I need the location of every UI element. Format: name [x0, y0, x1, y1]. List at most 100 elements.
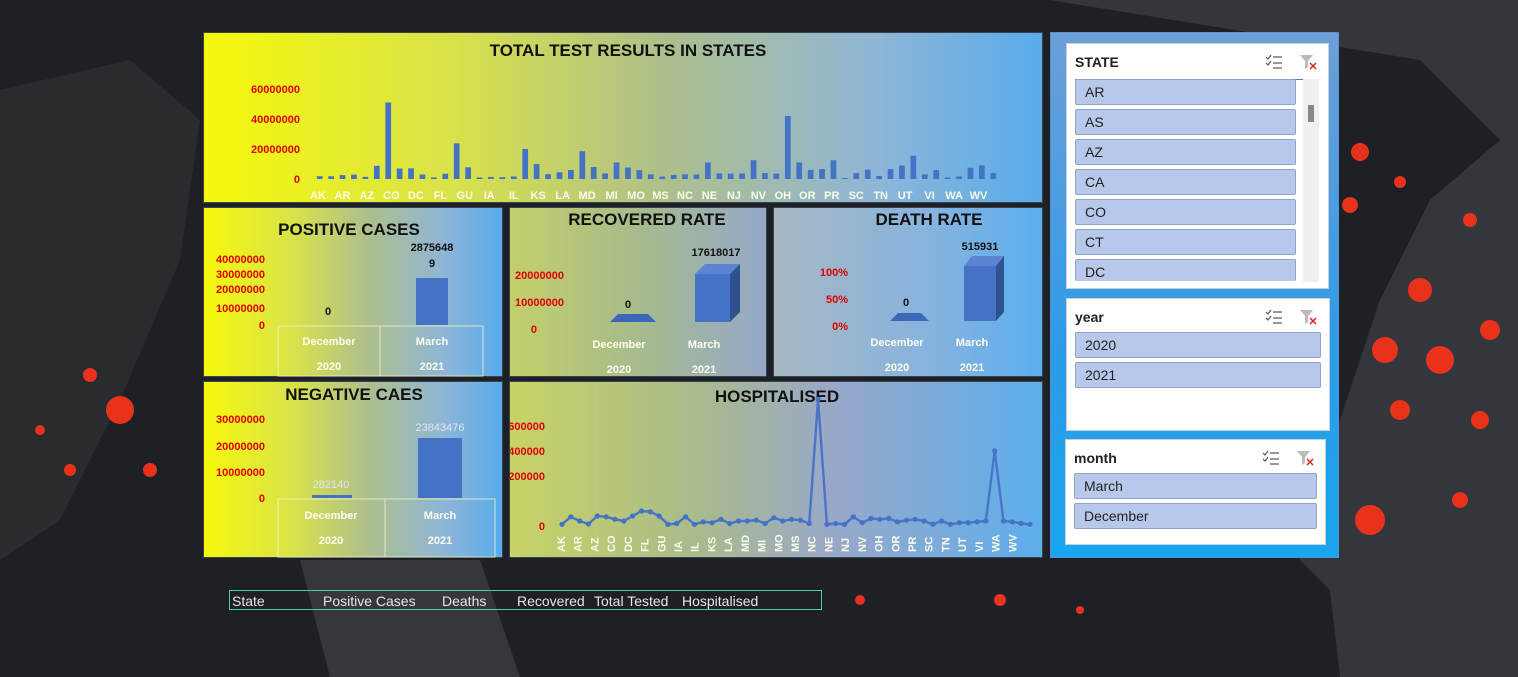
bar	[944, 177, 951, 179]
x-tick: DC	[408, 190, 424, 202]
table-header-row[interactable]: State Positive Cases Deaths Recovered To…	[229, 590, 822, 610]
bar-december	[610, 314, 656, 322]
bar	[522, 149, 529, 179]
y-tick: 100%	[820, 267, 848, 279]
year-item[interactable]: 2020	[1075, 332, 1321, 358]
slicer-scrollbar[interactable]	[1303, 79, 1319, 282]
x-year: 2021	[428, 535, 452, 547]
bar	[453, 143, 460, 179]
total-tests-panel: TOTAL TEST RESULTS IN STATES 60000000 400…	[203, 32, 1043, 203]
bar	[830, 160, 837, 179]
clear-filter-icon[interactable]	[1299, 309, 1317, 325]
col-recovered[interactable]: Recovered	[517, 593, 585, 609]
state-item[interactable]: CT	[1075, 229, 1296, 255]
state-item[interactable]: AR	[1075, 79, 1296, 105]
positive-panel: POSITIVE CASES 40000000 30000000 2000000…	[203, 207, 503, 377]
x-tick: SC	[849, 190, 864, 202]
data-label: 0	[325, 306, 331, 318]
point	[859, 520, 865, 526]
bar	[419, 174, 426, 179]
multi-select-icon[interactable]	[1265, 54, 1283, 70]
x-tick: GU	[457, 190, 474, 202]
recovered-title: RECOVERED RATE	[568, 210, 726, 229]
x-tick: LA	[555, 190, 570, 202]
death-chart: 100% 50% 0% 0 515931 December March 2020…	[820, 241, 1004, 374]
bar-march	[695, 274, 730, 322]
point	[700, 519, 706, 525]
col-state[interactable]: State	[232, 593, 265, 609]
point	[559, 521, 565, 527]
negative-title: NEGATIVE CAES	[285, 385, 423, 404]
point	[744, 518, 751, 524]
x-year: 2020	[319, 535, 343, 547]
bar	[647, 174, 654, 179]
bar	[476, 177, 483, 179]
point	[665, 521, 671, 527]
multi-select-icon[interactable]	[1265, 309, 1283, 325]
point	[727, 520, 733, 527]
y-tick: 0	[531, 324, 537, 336]
year-item[interactable]: 2021	[1075, 362, 1321, 388]
y-tick: 0	[539, 521, 545, 533]
x-tick: AR	[573, 536, 585, 552]
x-category: December	[592, 339, 646, 351]
state-item[interactable]: CA	[1075, 169, 1296, 195]
x-tick: MI	[605, 190, 617, 202]
bar	[876, 176, 882, 179]
col-hospitalised[interactable]: Hospitalised	[682, 593, 759, 609]
bar	[659, 176, 666, 179]
bar	[499, 177, 506, 179]
point	[1000, 518, 1007, 524]
point	[992, 448, 998, 454]
y-tick: 600000	[510, 421, 545, 433]
bar	[819, 169, 825, 179]
x-tick: OH	[874, 535, 886, 552]
x-tick: CO	[383, 190, 400, 202]
total-tests-chart: 60000000 40000000 20000000 0 AK AR AZ CO DC FL GU I…	[251, 84, 997, 202]
line-series	[561, 399, 1031, 526]
col-total-tested[interactable]: Total Tested	[594, 593, 669, 609]
x-tick: IL	[509, 190, 519, 202]
bar	[956, 176, 962, 179]
y-tick: 20000000	[251, 144, 300, 156]
hospital-chart: 600000 400000 200000 0 AK AR AZ CO DC FL GU IA IL KS L…	[510, 396, 1033, 552]
state-item[interactable]: AZ	[1075, 139, 1296, 165]
x-tick: IA	[673, 541, 685, 552]
point	[1009, 519, 1015, 525]
x-tick: NV	[751, 190, 767, 202]
clear-filter-icon[interactable]	[1296, 450, 1314, 466]
y-tick: 20000000	[216, 284, 265, 296]
state-item[interactable]: AS	[1075, 109, 1296, 135]
point	[762, 520, 768, 527]
point	[691, 521, 698, 527]
point	[718, 516, 724, 522]
y-tick: 10000000	[216, 303, 265, 315]
y-tick: 50%	[826, 294, 848, 306]
month-item[interactable]: March	[1074, 473, 1317, 499]
x-tick: TN	[873, 190, 888, 202]
x-year: 2021	[420, 361, 444, 373]
col-deaths[interactable]: Deaths	[442, 593, 487, 609]
point	[965, 520, 971, 526]
bar	[921, 174, 928, 179]
y-tick: 0	[259, 493, 265, 505]
multi-select-icon[interactable]	[1262, 450, 1280, 466]
x-tick: AK	[556, 536, 568, 552]
col-positive[interactable]: Positive Cases	[323, 593, 416, 609]
month-item[interactable]: December	[1074, 503, 1317, 529]
x-category: March	[416, 336, 449, 348]
data-label: 0	[625, 299, 631, 311]
x-tick: KS	[531, 190, 546, 202]
bar	[807, 170, 814, 179]
point	[612, 516, 618, 522]
point	[1018, 520, 1024, 527]
bar	[442, 173, 449, 179]
x-tick: MI	[757, 540, 769, 552]
recovered-chart: 20000000 10000000 0 0 17618017 December …	[515, 247, 740, 376]
point	[753, 517, 759, 523]
clear-filter-icon[interactable]	[1299, 54, 1317, 70]
state-slicer-title: STATE	[1075, 54, 1119, 70]
x-tick: VI	[924, 190, 934, 202]
state-item[interactable]: CO	[1075, 199, 1296, 225]
state-item[interactable]: DC	[1075, 259, 1296, 281]
